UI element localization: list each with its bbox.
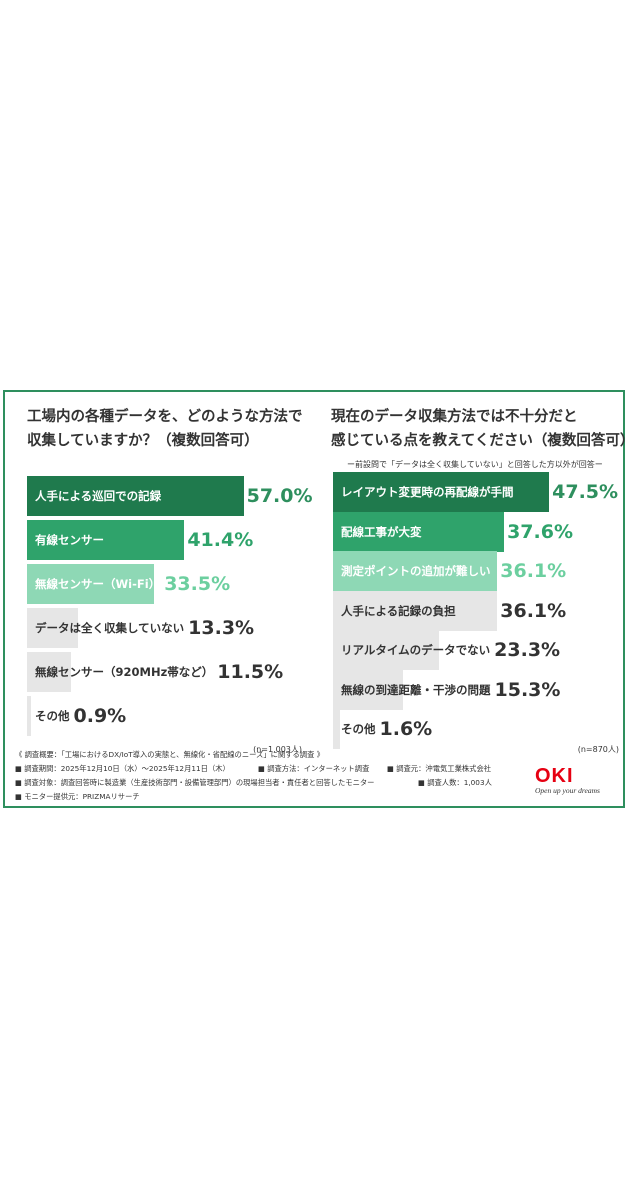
bar-0-3: [27, 608, 78, 648]
bar-value-1-6: 1.6%: [379, 718, 433, 740]
bar-1-0: [333, 472, 550, 512]
oki-logo: OKI Open up your dreams: [535, 766, 600, 795]
bar-0-0: [27, 476, 244, 516]
right-chart-title-line1: 現在のデータ収集方法では不十分だと: [331, 409, 578, 425]
footer-monitor: ■ モニター提供元：PRIZMAリサーチ: [15, 792, 140, 801]
survey-card: 工場内の各種データを、どのような方法で 収集していますか？（複数回答可） 人手に…: [3, 390, 630, 808]
bar-0-2: [27, 564, 155, 604]
bar-label-1-2: 測定ポイントの追加が難しい: [341, 564, 491, 578]
footer-period: ■ 調査期間：2025年12月10日（水）〜2025年12月11日（木）: [15, 764, 230, 773]
footer-survey-title: 《 調査概要：「工場におけるDX/IoT導入の実態と、無線化・省配線のニーズ」に…: [15, 750, 325, 759]
bar-value-0-3: 13.3%: [188, 617, 255, 639]
bar-label-0-5: その他: [35, 709, 70, 723]
bar-1-6: [333, 709, 341, 749]
right-chart-subtitle: ー前設問で「データは全く収集していない」と回答した方以外が回答ー: [347, 460, 603, 469]
bar-value-0-4: 11.5%: [217, 661, 284, 683]
bar-1-1: [333, 511, 505, 552]
bar-value-0-5: 0.9%: [73, 705, 127, 727]
bar-label-0-1: 有線センサー: [35, 533, 104, 547]
bar-label-1-3: 人手による記録の負担: [341, 603, 456, 618]
right-chart-n-label: (n=870人): [577, 745, 619, 754]
footer-target: ■ 調査対象：調査回答時に製造業（生産技術部門・設備管理部門）の現場担当者・責任…: [15, 778, 375, 787]
bar-label-0-4: 無線センサー（920MHz帯など）: [35, 665, 214, 679]
bar-value-1-5: 15.3%: [494, 678, 561, 701]
left-chart-title-line2: 収集していますか？（複数回答可）: [27, 433, 259, 449]
right-chart-title-line2: 感じている点を教えてください（複数回答可）: [331, 433, 630, 449]
bar-label-1-0: レイアウト変更時の再配線が手間: [341, 485, 514, 499]
bar-value-1-3: 36.1%: [500, 599, 567, 622]
bar-value-1-4: 23.3%: [494, 639, 561, 661]
bar-0-4: [27, 652, 71, 692]
bar-1-2: [333, 551, 498, 591]
bar-label-1-4: リアルタイムのデータでない: [341, 643, 491, 657]
footer-count: ■ 調査人数：1,003人: [418, 778, 492, 787]
left-chart-n-label: (n=1,003人): [253, 745, 302, 754]
bar-value-1-2: 36.1%: [500, 560, 567, 582]
bar-value-0-0: 57.0%: [246, 485, 313, 507]
bar-value-0-2: 33.5%: [164, 573, 231, 595]
bar-value-1-0: 47.5%: [552, 481, 619, 503]
bar-1-5: [333, 669, 403, 710]
bar-label-1-6: その他: [341, 722, 376, 736]
bar-label-0-3: データは全く収集していない: [35, 621, 185, 635]
footer-sponsor: ■ 調査元：沖電気工業株式会社: [387, 764, 492, 773]
bar-0-1: [27, 520, 185, 560]
oki-logo-mark: OKI: [535, 765, 574, 787]
bar-value-0-1: 41.4%: [187, 529, 254, 551]
bar-label-1-1: 配線工事が大変: [341, 524, 422, 539]
bar-1-3: [333, 590, 498, 631]
left-chart-title-line1: 工場内の各種データを、どのような方法で: [27, 409, 303, 425]
oki-logo-tagline: Open up your dreams: [535, 786, 600, 795]
bar-0-5: [27, 696, 31, 736]
bar-label-0-0: 人手による巡回での記録: [35, 489, 162, 503]
bar-1-4: [333, 630, 439, 670]
bar-value-1-1: 37.6%: [507, 520, 573, 543]
bar-label-1-5: 無線の到達距離・干渉の問題: [341, 682, 491, 697]
footer-method: ■ 調査方法：インターネット調査: [258, 764, 370, 773]
bar-label-0-2: 無線センサー（Wi-Fi）: [35, 577, 161, 591]
